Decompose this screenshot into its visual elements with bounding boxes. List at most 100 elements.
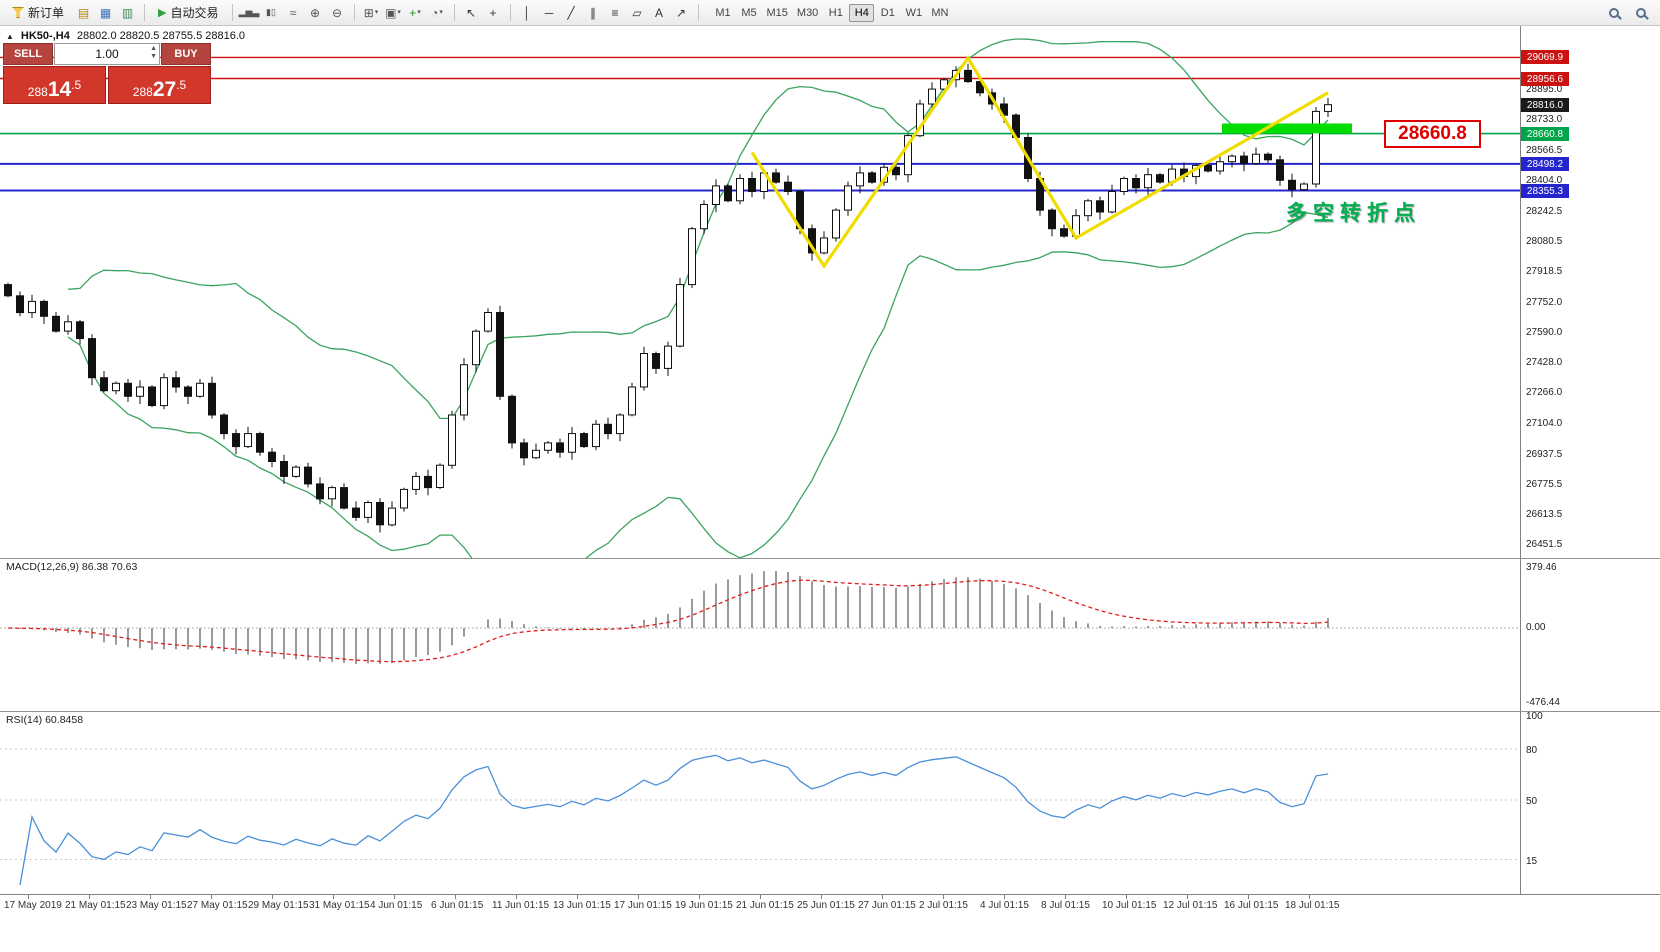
candle [784,181,792,192]
cursor-icon[interactable]: ↖ [461,3,482,23]
candle [172,377,180,388]
horizontal-line-icon[interactable]: ─ [539,3,560,23]
time-axis-tick [28,895,29,899]
price-axis[interactable]: 28895.0 28733.0 28566.5 28404.0 28242.5 28080… [1520,26,1660,894]
time-axis-tick [516,895,517,899]
main-chart-canvas[interactable] [0,26,1520,558]
zoom-out-icon[interactable]: ⊖ [327,3,348,23]
candle [88,338,96,379]
time-axis-tick [760,895,761,899]
price-axis-label: 26937.5 [1526,449,1563,460]
search-icon[interactable] [1630,3,1651,23]
profiles-icon[interactable]: ▣ ▾ [383,3,404,23]
sell-price[interactable]: 288 14.5 [3,66,106,104]
candle [124,382,132,397]
timeframe-m5[interactable]: M5 [741,6,757,19]
buy-button[interactable]: BUY [161,43,211,65]
macd-canvas[interactable] [0,558,1520,711]
vertical-line-icon: │ [523,5,531,20]
chart-area[interactable]: ▲ HK50-,H4 28802.0 28820.5 28755.5 28816… [0,26,1520,558]
play-icon: ▶ [158,7,167,19]
time-axis-tick [638,895,639,899]
volume-value[interactable]: 1.00 [95,47,119,61]
rsi-scale-label: 15 [1526,856,1538,867]
bar-chart-icon[interactable]: ▂▅▃ [239,3,260,23]
timeframe-d1[interactable]: D1 [880,6,895,19]
volume-increase-button[interactable]: ▲ [150,45,157,52]
volume-field[interactable]: 1.00 ▲ ▼ [54,43,160,65]
candle [604,423,612,435]
sell-button[interactable]: SELL [3,43,53,65]
new-order-label: 新订单 [28,6,65,20]
search-symbol-icon[interactable] [1603,3,1624,23]
text-icon: A [654,5,663,20]
timeframe-w1[interactable]: W1 [905,6,923,19]
candle [316,483,324,500]
arrow-tool-icon[interactable]: ↗ [671,3,692,23]
candle [220,414,228,435]
time-axis-label: 16 Jul 01:15 [1224,900,1279,911]
profiles-icon: ▣ [385,5,397,20]
indicators-icon[interactable]: + ▾ [405,3,426,23]
timeframe-h1[interactable]: H1 [828,6,843,19]
candle [856,172,864,187]
candle [328,487,336,500]
metaeditor-icon[interactable]: ▤ [73,3,94,23]
shapes-icon[interactable]: ▱ [627,3,648,23]
new-chart-icon[interactable]: ⊞ ▾ [361,3,382,23]
candle [460,364,468,416]
vertical-line-icon[interactable]: │ [517,3,538,23]
line-chart-icon[interactable]: ≈ [283,3,304,23]
auto-trading-label: 自动交易 [170,6,219,20]
timeframe-m30[interactable]: M30 [796,6,819,19]
candle [1312,110,1320,185]
candle [1156,174,1164,183]
buy-price[interactable]: 288 27.5 [108,66,211,104]
fibonacci-icon[interactable]: ≡ [605,3,626,23]
candle [280,461,288,477]
bollinger-lower-band [67,211,1329,558]
collapse-triangle-icon[interactable]: ▲ [6,31,14,41]
crosshair-icon[interactable]: + [483,3,504,23]
time-axis-label: 27 May 01:15 [187,900,248,911]
candle [868,172,876,183]
timeframe-m15[interactable]: M15 [766,6,788,19]
navigator-icon[interactable]: ▥ [117,3,138,23]
macd-panel[interactable]: MACD(12,26,9) 86.38 70.63 [0,558,1520,711]
price-axis-label: 28080.5 [1526,236,1563,247]
periods-menu-icon[interactable]: ◔ ▾ [427,3,448,23]
trendline-icon[interactable]: ╱ [561,3,582,23]
rsi-canvas[interactable] [0,711,1520,894]
dropdown-arrow-icon: ▾ [397,9,401,16]
time-axis-label: 21 Jun 01:15 [736,900,794,911]
sell-price-big: 14 [47,78,72,101]
text-icon[interactable]: A [649,3,670,23]
candle [1120,178,1128,192]
candlestick-chart-icon[interactable]: ▮▯ [261,3,282,23]
toolbar-left-icons: ▤ ▦ ▥ [73,3,138,23]
time-axis[interactable]: 17 May 2019 21 May 01:15 23 May 01:15 27 Ma… [0,894,1660,952]
channel-icon[interactable]: ∥ [583,3,604,23]
trendline-icon: ╱ [567,5,575,20]
timeframe-h4[interactable]: H4 [849,3,875,22]
rsi-scale-label: 50 [1526,796,1538,807]
volume-decrease-button[interactable]: ▼ [150,53,157,60]
candlestick-chart-icon: ▮▯ [266,7,276,17]
time-axis-label: 8 Jul 01:15 [1041,900,1090,911]
price-axis-label: 28404.0 [1526,175,1563,186]
price-axis-label: 26613.5 [1526,509,1563,520]
one-click-trading-panel: SELL 1.00 ▲ ▼ BUY 288 14.5 288 27.5 [3,43,211,104]
candle [964,69,972,83]
new-order-button[interactable]: 新订单 [5,1,71,24]
time-axis-label: 25 Jun 01:15 [797,900,855,911]
timeframe-mn[interactable]: MN [931,6,949,19]
zoom-in-icon[interactable]: ⊕ [305,3,326,23]
market-watch-icon[interactable]: ▦ [95,3,116,23]
candle [1204,164,1212,172]
timeframe-m1[interactable]: M1 [715,6,731,19]
time-axis-label: 17 Jun 01:15 [614,900,672,911]
auto-trading-button[interactable]: ▶ 自动交易 [151,1,225,24]
price-axis-label: 28895.0 [1526,84,1563,95]
rsi-panel[interactable]: RSI(14) 60.8458 [0,711,1520,894]
